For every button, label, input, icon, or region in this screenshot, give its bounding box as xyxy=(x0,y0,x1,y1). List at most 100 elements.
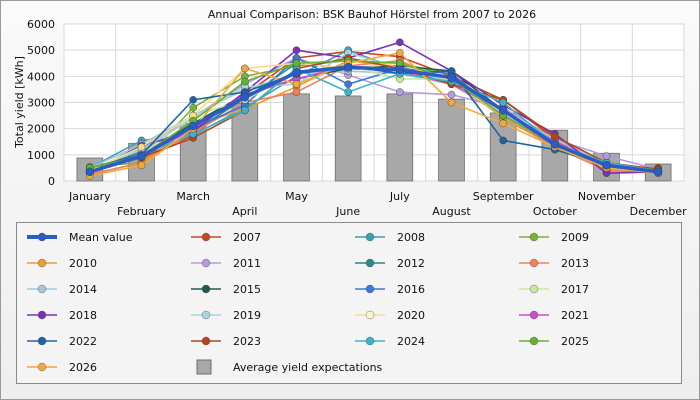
legend-swatch xyxy=(519,310,549,320)
legend-label: 2007 xyxy=(233,230,261,244)
series-point xyxy=(292,46,301,54)
series-point xyxy=(447,73,456,82)
legend-swatch xyxy=(191,258,221,268)
series-point xyxy=(447,90,456,99)
legend-label: 2014 xyxy=(69,282,97,296)
series-point xyxy=(602,152,611,160)
legend-item: 2019 xyxy=(189,306,261,324)
legend-label: 2012 xyxy=(397,256,425,270)
legend-label: 2011 xyxy=(233,256,261,270)
y-tick-label: 4000 xyxy=(27,70,55,83)
x-tick-label: August xyxy=(432,205,471,218)
legend-swatch xyxy=(27,362,57,372)
legend-item: 2017 xyxy=(517,280,589,298)
legend-swatch xyxy=(27,232,57,242)
legend-label: 2026 xyxy=(69,360,97,374)
x-tick-label: June xyxy=(335,205,360,218)
chart-canvas: Annual Comparison: BSK Bauhof Hörstel fr… xyxy=(13,8,688,218)
x-tick-label: November xyxy=(578,190,636,203)
series-point xyxy=(85,167,95,177)
legend-label: 2025 xyxy=(561,334,589,348)
legend-item: 2025 xyxy=(517,332,589,350)
legend-item: 2012 xyxy=(353,254,425,272)
legend-item: Mean value xyxy=(25,228,133,246)
legend-item: 2021 xyxy=(517,306,589,324)
series-line xyxy=(89,51,659,177)
legend-swatch xyxy=(191,284,221,294)
bar-average-yield xyxy=(334,95,362,182)
bar-average-yield xyxy=(386,93,414,182)
y-axis-label: Total yield [kWh] xyxy=(13,56,26,149)
legend-label: 2022 xyxy=(69,334,97,348)
series-point xyxy=(396,38,404,47)
legend-swatch xyxy=(519,258,549,268)
legend-swatch xyxy=(196,359,212,375)
series-point xyxy=(602,161,611,170)
legend-swatch xyxy=(519,232,549,242)
legend-item: 2009 xyxy=(517,228,589,246)
legend-item: 2022 xyxy=(25,332,97,350)
legend-item: 2026 xyxy=(25,358,97,376)
series-point xyxy=(498,106,508,115)
series-point xyxy=(241,64,249,73)
legend-label: 2009 xyxy=(561,230,589,244)
legend-swatch xyxy=(519,336,549,346)
series-point xyxy=(292,80,301,88)
series-point xyxy=(189,96,197,104)
series-point xyxy=(292,68,301,77)
legend-label: 2016 xyxy=(397,282,425,296)
series-point xyxy=(292,59,301,68)
series-point xyxy=(189,103,197,112)
series-line xyxy=(89,65,659,174)
series-point xyxy=(292,88,301,96)
series-point xyxy=(137,161,146,170)
series-point xyxy=(395,65,405,74)
legend-swatch xyxy=(355,336,385,346)
legend-swatch xyxy=(355,284,385,294)
y-tick-label: 5000 xyxy=(27,44,55,57)
chart-legend: Mean value 2007 2008 2009 2010 2011 2012 2013 20… xyxy=(16,222,682,384)
legend-item: Average yield expectations xyxy=(189,358,382,376)
series-point xyxy=(550,140,560,149)
series-point xyxy=(137,151,146,161)
legend-item: 2016 xyxy=(353,280,425,298)
series-point xyxy=(343,62,353,72)
series-point xyxy=(241,77,249,86)
legend-swatch xyxy=(27,310,57,320)
x-tick-label: January xyxy=(68,190,111,203)
legend-label: 2010 xyxy=(69,256,97,270)
legend-swatch xyxy=(27,258,57,268)
legend-label: 2018 xyxy=(69,308,97,322)
series-point xyxy=(396,48,404,57)
bar-average-yield xyxy=(231,103,259,182)
legend-item: 2013 xyxy=(517,254,589,272)
x-tick-label: February xyxy=(117,205,166,218)
legend-item: 2011 xyxy=(189,254,261,272)
series-point xyxy=(240,93,250,102)
legend-label: 2008 xyxy=(397,230,425,244)
legend-label: 2017 xyxy=(561,282,589,296)
legend-swatch xyxy=(191,336,221,346)
x-tick-label: April xyxy=(232,205,257,218)
legend-item: 2008 xyxy=(353,228,425,246)
y-tick-label: 1000 xyxy=(27,149,55,162)
legend-item: 2023 xyxy=(189,332,261,350)
x-tick-label: May xyxy=(285,190,308,203)
series-point xyxy=(551,132,559,141)
legend-label: 2013 xyxy=(561,256,589,270)
legend-label: Mean value xyxy=(69,230,133,244)
x-tick-label: March xyxy=(176,190,210,203)
series-point xyxy=(344,88,352,96)
y-tick-label: 3000 xyxy=(27,97,55,110)
x-tick-label: September xyxy=(473,190,534,203)
legend-label: Average yield expectations xyxy=(233,360,383,374)
series-point xyxy=(499,136,507,145)
x-tick-label: October xyxy=(533,205,577,218)
legend-label: 2020 xyxy=(397,308,425,322)
series-point xyxy=(188,121,198,131)
series-point xyxy=(653,167,663,177)
x-tick-label: December xyxy=(630,205,688,218)
legend-item: 2015 xyxy=(189,280,261,298)
chart-title: Annual Comparison: BSK Bauhof Hörstel fr… xyxy=(208,8,536,21)
legend-swatch xyxy=(191,232,221,242)
